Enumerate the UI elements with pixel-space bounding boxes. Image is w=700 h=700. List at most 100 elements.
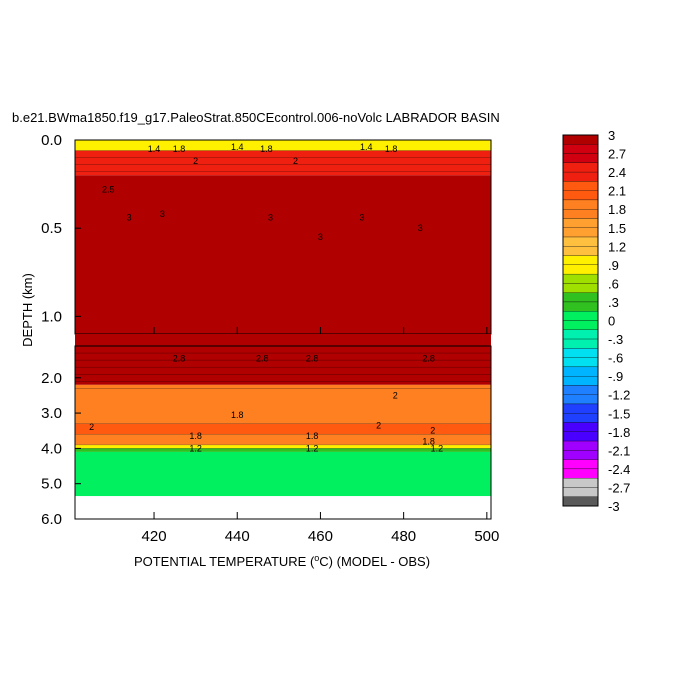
colorbar-box [562, 348, 599, 358]
profile-layer [75, 384, 491, 424]
colorbar-label: -1.2 [608, 388, 630, 403]
colorbar-label: 2.4 [608, 165, 626, 180]
colorbar-box [562, 496, 599, 507]
colorbar-box [562, 422, 599, 432]
profile-layer [75, 451, 491, 497]
colorbar-box [562, 171, 599, 182]
contour-label: 2 [193, 156, 198, 166]
profile-layer [75, 423, 491, 435]
contour-label: 1.2 [306, 443, 319, 453]
colorbar-label: 1.5 [608, 221, 626, 236]
colorbar-box [562, 478, 599, 488]
profile-layer [75, 140, 491, 151]
colorbar-label: -.3 [608, 332, 623, 347]
colorbar-box [562, 190, 599, 201]
contour-label: 3 [127, 213, 132, 223]
contour-label: 1.2 [431, 443, 444, 453]
colorbar-box [562, 218, 599, 228]
colorbar-box [562, 209, 599, 219]
contour-label: 1.8 [173, 144, 186, 154]
profile-layer [75, 434, 491, 445]
colorbar-box [562, 320, 599, 330]
contour-label: 3 [160, 209, 165, 219]
colorbar-label: 2.1 [608, 184, 626, 199]
profile-layer [75, 448, 491, 452]
y-tick-label: 2.0 [41, 370, 62, 387]
colorbar-label: -3 [608, 499, 620, 514]
colorbar-box [562, 199, 599, 210]
colorbar-label: 1.2 [608, 239, 626, 254]
profile-layer [75, 175, 491, 334]
colorbar-label: -1.8 [608, 425, 630, 440]
colorbar-label: -.9 [608, 369, 623, 384]
colorbar: 3 2.7 2.4 2.1 1.8 1.5 1.2 .9 .6 .3 0 -.3 -.6 -.9 -1.2 -… [562, 128, 630, 514]
colorbar-box [562, 385, 599, 395]
colorbar-label: -2.7 [608, 480, 630, 495]
contour-label: 1.8 [260, 144, 273, 154]
y-tick-label: 4.0 [41, 440, 62, 457]
colorbar-box [562, 153, 599, 163]
colorbar-label: -.6 [608, 351, 623, 366]
colorbar-box [562, 311, 599, 321]
colorbar-label: 3 [608, 128, 615, 143]
colorbar-label: -2.4 [608, 462, 630, 477]
colorbar-box [562, 487, 599, 497]
contour-label: 2 [89, 422, 94, 432]
colorbar-box [562, 431, 599, 442]
x-tick-label: 500 [474, 528, 499, 545]
contour-label: 2 [293, 156, 298, 166]
lower-panel [74, 334, 492, 520]
colorbar-box [562, 246, 599, 256]
colorbar-box [562, 459, 599, 470]
contour-label: 1.8 [385, 144, 398, 154]
colorbar-label: .9 [608, 258, 619, 273]
colorbar-box [562, 236, 599, 247]
contour-label: 1.8 [189, 431, 202, 441]
colorbar-box [562, 468, 599, 479]
lower-panel-frame [74, 345, 492, 520]
contour-label: 1.4 [231, 142, 244, 152]
colorbar-box [562, 366, 599, 377]
contour-label: 3 [418, 223, 423, 233]
colorbar-frame [562, 134, 599, 507]
y-tick-label: 5.0 [41, 476, 62, 493]
contour-label: 3 [360, 213, 365, 223]
contour-label: 1.4 [360, 142, 373, 152]
contour-label: 2.8 [256, 353, 269, 363]
x-axis-label: POTENTIAL TEMPERATURE (oC) (MODEL - OBS) [134, 553, 430, 569]
colorbar-box [562, 255, 599, 265]
colorbar-box [562, 329, 599, 340]
contour-label: 1.8 [231, 410, 244, 420]
colorbar-box [562, 264, 599, 275]
colorbar-box [562, 338, 599, 349]
contour-label: 2 [376, 420, 381, 430]
colorbar-box [562, 273, 599, 284]
contour-label: 1.4 [148, 144, 161, 154]
contour-label: 2 [430, 426, 435, 436]
profile-layer [75, 334, 491, 385]
profile-layer [75, 444, 491, 449]
colorbar-box [562, 301, 599, 312]
contour-label: 3 [318, 232, 323, 242]
colorbar-label: 2.7 [608, 147, 626, 162]
contour-label: 2.8 [422, 353, 435, 363]
contour-label: 1.8 [306, 431, 319, 441]
profile-layer [75, 150, 491, 176]
colorbar-box [562, 403, 599, 414]
colorbar-label: 1.8 [608, 202, 626, 217]
colorbar-label: -2.1 [608, 443, 630, 458]
y-tick-label: 1.0 [41, 308, 62, 325]
contour-label: 2 [393, 390, 398, 400]
y-tick-label: 6.0 [41, 511, 62, 528]
colorbar-box [562, 292, 599, 303]
colorbar-box [562, 162, 599, 173]
contour-label: 1.8 [422, 436, 435, 446]
colorbar-label: .6 [608, 276, 619, 291]
x-tick-label: 440 [225, 528, 250, 545]
x-tick-label: 460 [308, 528, 333, 545]
colorbar-box [562, 394, 599, 405]
colorbar-box [562, 227, 599, 238]
contour-label: 2.8 [173, 353, 186, 363]
